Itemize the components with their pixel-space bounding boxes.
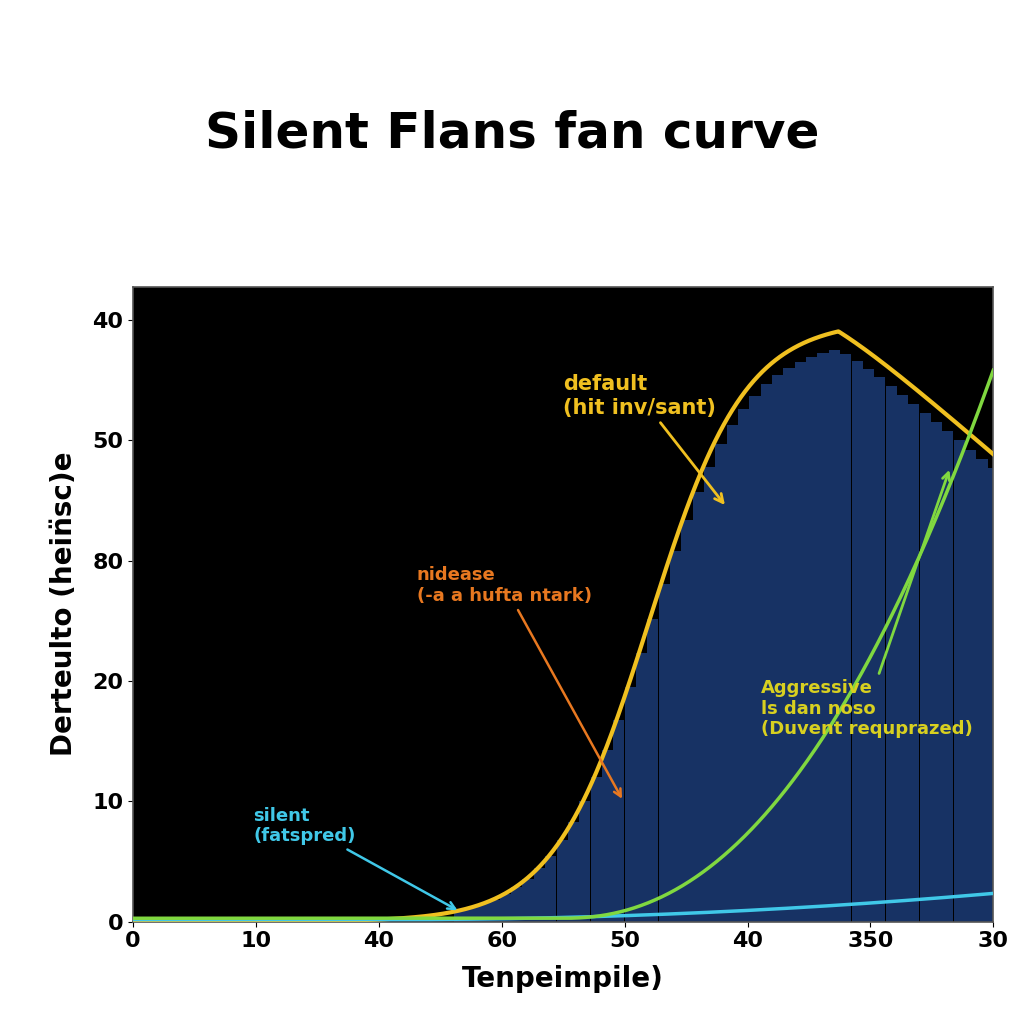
Bar — [602, 750, 613, 922]
Bar — [874, 378, 886, 922]
Y-axis label: Derteulto (hein̈sc)e: Derteulto (hein̈sc)e — [50, 452, 79, 757]
Bar — [738, 410, 750, 922]
Bar — [976, 459, 987, 922]
Bar — [988, 468, 998, 922]
Bar — [522, 879, 534, 922]
Bar — [863, 370, 874, 922]
Bar — [455, 910, 466, 922]
Text: Silent Flans fan curve: Silent Flans fan curve — [205, 110, 819, 157]
Text: Aggressive
ls dan noso
(Duvent requprazed): Aggressive ls dan noso (Duvent requpraze… — [761, 473, 973, 738]
Bar — [545, 856, 556, 922]
Bar — [761, 384, 772, 922]
Bar — [795, 361, 806, 922]
Bar — [568, 822, 579, 922]
Bar — [908, 403, 920, 922]
Bar — [716, 444, 727, 922]
Bar — [783, 368, 795, 922]
Bar — [647, 618, 658, 922]
Bar — [965, 450, 976, 922]
Bar — [488, 900, 500, 922]
Bar — [580, 802, 591, 922]
Bar — [942, 431, 953, 922]
Bar — [817, 353, 828, 922]
X-axis label: Tenpeimpile): Tenpeimpile) — [462, 966, 665, 993]
Bar — [828, 350, 840, 922]
Bar — [852, 361, 862, 922]
Bar — [636, 653, 647, 922]
Bar — [886, 386, 897, 922]
Bar — [772, 376, 783, 922]
Bar — [681, 520, 692, 922]
Bar — [897, 394, 908, 922]
Bar — [840, 353, 851, 922]
Bar — [953, 440, 965, 922]
Bar — [500, 894, 511, 922]
Bar — [920, 413, 931, 922]
Bar — [625, 687, 636, 922]
Bar — [556, 841, 567, 922]
Bar — [477, 904, 488, 922]
Bar — [806, 357, 817, 922]
Bar — [705, 467, 715, 922]
Bar — [511, 887, 522, 922]
Bar — [750, 395, 761, 922]
Text: silent
(fatspred): silent (fatspred) — [254, 807, 455, 909]
Text: default
(hit inv/sant): default (hit inv/sant) — [563, 375, 723, 503]
Bar — [670, 552, 681, 922]
Bar — [613, 720, 625, 922]
Bar — [534, 868, 545, 922]
Bar — [466, 908, 477, 922]
Bar — [591, 777, 602, 922]
Text: nidease
(-a a hufta ntark): nidease (-a a hufta ntark) — [417, 566, 621, 797]
Bar — [931, 422, 942, 922]
Bar — [692, 493, 703, 922]
Bar — [727, 425, 738, 922]
Bar — [658, 585, 670, 922]
